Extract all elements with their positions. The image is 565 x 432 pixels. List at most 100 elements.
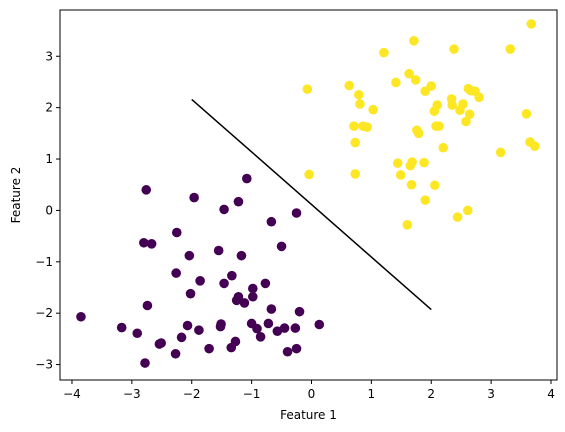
data-point	[176, 332, 187, 343]
data-point	[141, 185, 152, 195]
data-point	[420, 195, 431, 205]
x-tick-label: −4	[63, 387, 81, 401]
y-tick-label: −1	[35, 255, 53, 269]
data-point	[409, 36, 419, 46]
data-point	[213, 245, 224, 256]
y-tick-label: 2	[45, 101, 53, 115]
data-point	[242, 173, 252, 184]
y-tick-label: −2	[35, 306, 53, 320]
x-axis: −4 −3 −2 −1 0 1 2 3 4	[63, 380, 555, 401]
data-point	[216, 319, 226, 329]
data-point	[413, 128, 424, 139]
data-point	[350, 137, 361, 148]
data-point	[248, 283, 258, 294]
x-tick-label: 3	[487, 387, 495, 401]
data-point	[461, 116, 471, 127]
data-point	[404, 68, 414, 79]
data-point	[154, 339, 165, 349]
data-point	[362, 122, 372, 132]
data-point	[116, 322, 127, 333]
data-point	[294, 306, 305, 317]
data-point	[204, 343, 214, 354]
data-point	[407, 157, 417, 167]
data-point	[430, 180, 440, 191]
data-point	[184, 250, 195, 261]
data-point	[368, 104, 378, 115]
data-point	[314, 319, 325, 330]
data-point	[171, 227, 182, 238]
data-point	[170, 348, 181, 359]
x-tick-label: −2	[183, 387, 201, 401]
data-point	[146, 239, 157, 249]
data-point	[521, 109, 532, 119]
x-tick-label: 2	[427, 387, 435, 401]
data-point	[458, 99, 468, 109]
data-point	[255, 332, 266, 342]
data-point	[279, 323, 290, 333]
x-tick-label: 4	[547, 387, 555, 401]
data-point	[260, 278, 271, 289]
y-tick-label: 0	[45, 203, 53, 217]
x-tick-label: 0	[308, 387, 316, 401]
data-point	[185, 288, 196, 299]
data-point	[355, 99, 365, 109]
y-axis-label: Feature 2	[9, 167, 23, 224]
data-point	[406, 179, 417, 190]
data-point	[426, 81, 437, 91]
data-point	[182, 320, 193, 331]
data-point	[530, 141, 540, 151]
data-point	[291, 208, 302, 218]
data-point	[76, 311, 86, 322]
data-point	[194, 325, 204, 335]
data-point	[302, 84, 313, 94]
data-point	[219, 204, 229, 215]
data-point	[462, 205, 473, 216]
data-point	[189, 192, 199, 203]
x-tick-label: −3	[123, 387, 141, 401]
points-layer	[76, 19, 540, 368]
data-point	[132, 328, 143, 339]
data-point	[252, 323, 262, 334]
x-tick-label: −1	[243, 387, 261, 401]
data-point	[282, 346, 293, 357]
decision-boundary-line	[191, 98, 432, 311]
data-point	[227, 270, 237, 281]
x-tick-label: 1	[368, 387, 376, 401]
data-point	[233, 196, 244, 207]
data-point	[449, 44, 459, 54]
data-point	[233, 291, 244, 302]
data-point	[392, 158, 403, 168]
data-point	[272, 326, 283, 336]
data-point	[432, 100, 443, 110]
data-point	[464, 109, 475, 120]
y-tick-label: −3	[35, 358, 53, 372]
data-point	[495, 147, 506, 158]
y-axis: −3 −2 −1 0 1 2 3	[35, 49, 60, 372]
data-point	[379, 47, 389, 58]
data-point	[239, 298, 250, 308]
data-point	[505, 44, 516, 54]
data-point	[410, 75, 421, 85]
data-point	[236, 250, 247, 261]
data-point	[452, 212, 463, 222]
data-point	[248, 291, 258, 302]
data-point	[350, 169, 361, 179]
data-point	[354, 89, 364, 100]
data-point	[171, 268, 181, 278]
decision-boundary-layer	[191, 98, 432, 311]
data-point	[526, 19, 537, 29]
data-point	[434, 121, 444, 131]
data-point	[344, 80, 355, 91]
data-point	[142, 300, 153, 311]
data-point	[391, 77, 401, 88]
data-point	[266, 304, 277, 314]
x-axis-label: Feature 1	[280, 408, 337, 422]
data-point	[304, 169, 314, 180]
y-tick-label: 1	[45, 152, 53, 166]
data-point	[438, 142, 449, 153]
data-point	[447, 100, 458, 110]
data-point	[140, 358, 150, 368]
data-point	[419, 157, 429, 168]
data-point	[219, 278, 229, 289]
